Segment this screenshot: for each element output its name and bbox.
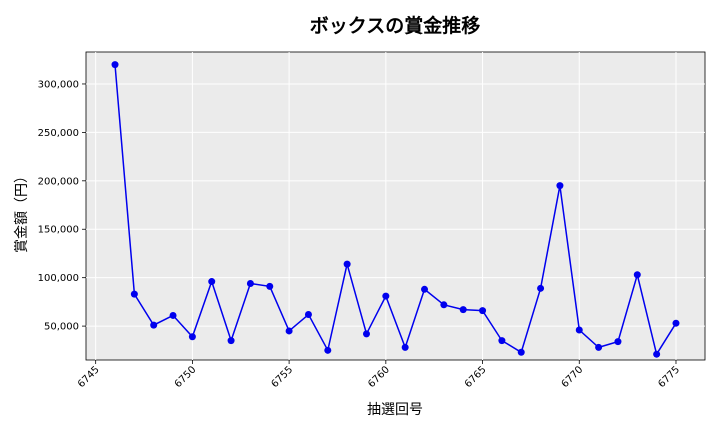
data-point [227,337,235,345]
data-point [595,343,603,351]
data-point [421,285,429,293]
data-point [304,310,312,318]
data-point [556,182,564,190]
y-tick-label: 200,000 [38,176,79,187]
data-point [130,290,138,298]
plot-area [85,51,706,361]
data-point [653,350,661,358]
data-point [479,307,487,315]
series-line [114,64,677,357]
data-point [246,279,254,287]
data-point [498,337,506,345]
y-tick-label: 100,000 [38,273,79,284]
data-point [111,61,119,69]
data-point [208,278,216,286]
data-point [517,348,525,356]
data-point [672,319,680,327]
y-axis-label: 賞金額（円） [14,169,30,253]
y-tick-label: 50,000 [44,322,79,333]
data-point [614,338,622,346]
series [111,61,680,358]
data-point [266,282,274,290]
data-point [401,343,409,351]
data-point [633,271,641,279]
data-point [188,333,196,341]
x-axis-label: 抽選回号 [367,402,423,418]
data-point [324,346,332,354]
data-point [459,306,467,314]
chart-title: ボックスの賞金推移 [310,14,480,37]
data-point [575,326,583,334]
data-point [537,284,545,292]
data-point [440,301,448,309]
y-tick-label: 250,000 [38,128,79,139]
y-tick-label: 150,000 [38,225,79,236]
data-point [150,321,158,329]
y-tick-label: 300,000 [38,79,79,90]
data-point [382,292,390,300]
data-point [285,327,293,335]
data-point [169,311,177,319]
data-point [362,330,370,338]
data-point [343,260,351,268]
